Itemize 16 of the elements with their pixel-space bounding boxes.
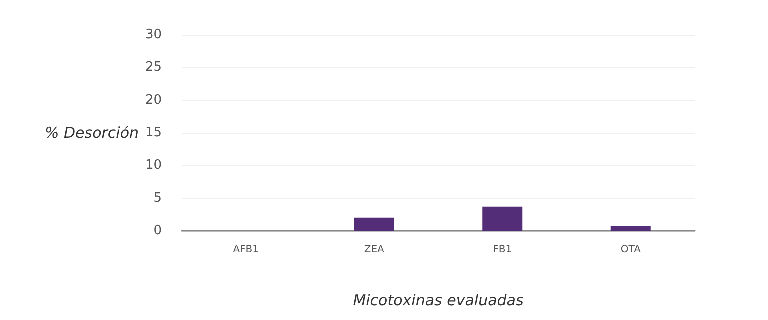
y-tick-label: 5	[154, 190, 162, 206]
x-tick-label: FB1	[493, 244, 512, 256]
bar	[482, 206, 523, 231]
y-tick-label: 0	[154, 224, 162, 238]
y-tick-label: 20	[145, 92, 162, 108]
x-axis-title: Micotoxinas evaluadas	[353, 292, 524, 310]
y-tick-label: 10	[145, 158, 162, 174]
x-tick-label: ZEA	[364, 244, 385, 256]
y-axis-title: % Desorción	[44, 124, 140, 142]
bar	[354, 218, 394, 231]
y-tick-label: 30	[145, 28, 162, 42]
y-tick-label: 15	[145, 126, 162, 140]
x-tick-label: OTA	[620, 244, 642, 256]
x-tick-label: AFB1	[233, 244, 260, 256]
bar	[610, 226, 651, 231]
y-tick-label: 25	[145, 60, 162, 76]
